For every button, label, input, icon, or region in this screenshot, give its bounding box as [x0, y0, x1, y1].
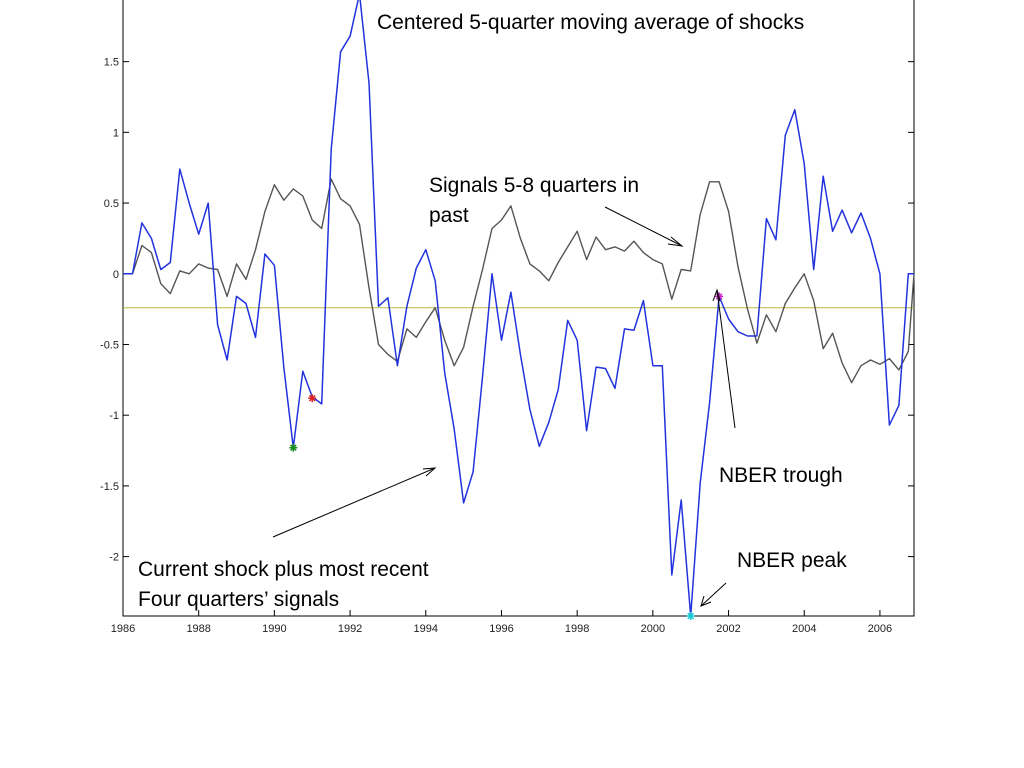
arrow-to-signals-line: [604, 206, 683, 247]
series-line-gray: [123, 178, 915, 384]
arrow-to-nber-trough: [716, 289, 736, 429]
title-annotation: Centered 5-quarter moving average of sho…: [377, 11, 804, 34]
y-tick-label: -1: [109, 410, 119, 422]
x-tick-label: 1986: [111, 623, 135, 635]
star-marker: [308, 394, 317, 403]
x-tick-label: 2000: [641, 623, 665, 635]
x-tick-label: 2004: [792, 623, 816, 635]
arrow-head-signals: [667, 236, 684, 247]
x-tick-label: 1990: [262, 623, 286, 635]
nber-peak-label: NBER peak: [737, 549, 847, 572]
x-axis: 1986 1988 1990 1992 1994 1996 1998 2000 2002 2004…: [111, 610, 892, 635]
arrow-head-trough: [712, 288, 721, 302]
x-tick-label: 1992: [338, 623, 362, 635]
signals-annotation-line2: past: [429, 204, 469, 227]
series-line-blue: [123, 0, 914, 617]
current-shock-annotation-line2: Four quarters’ signals: [138, 588, 339, 611]
signals-annotation-line1: Signals 5-8 quarters in: [429, 174, 639, 197]
arrow-to-blue-line: [272, 467, 436, 538]
arrow-to-nber-peak: [700, 582, 727, 607]
y-tick-label: -2: [109, 552, 119, 564]
star-marker: [289, 443, 298, 452]
x-tick-label: 1994: [414, 623, 438, 635]
x-tick-label: 1998: [565, 623, 589, 635]
arrow-head-peak: [700, 595, 712, 607]
y-tick-label: 0: [113, 269, 119, 281]
x-tick-label: 1996: [489, 623, 513, 635]
x-tick-label: 2006: [868, 623, 892, 635]
x-tick-label: 1988: [186, 623, 210, 635]
series-layer: [123, 0, 915, 617]
arrow-head-blue: [422, 467, 437, 477]
y-tick-label: -0.5: [100, 339, 119, 351]
y-tick-label: 0.5: [104, 198, 119, 210]
x-tick-label: 2002: [716, 623, 740, 635]
y-tick-label: -1.5: [100, 481, 119, 493]
current-shock-annotation-line1: Current shock plus most recent: [138, 558, 429, 581]
y-tick-label: 1.5: [104, 57, 119, 69]
nber-trough-label: NBER trough: [719, 464, 843, 487]
plot-area-frame: [122, 0, 915, 617]
star-marker: [686, 612, 695, 620]
annotation-arrows: [272, 206, 736, 607]
y-tick-label: 1: [113, 127, 119, 139]
